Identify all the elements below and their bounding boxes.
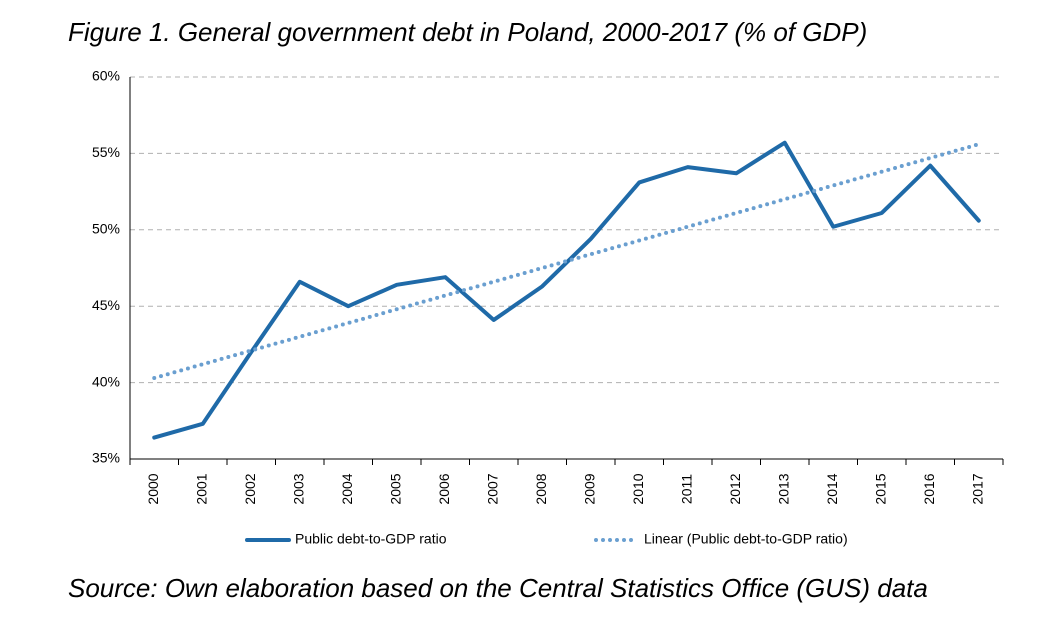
x-tick-label: 2016 xyxy=(921,473,937,504)
x-tick-label: 2010 xyxy=(630,473,646,504)
trend-line xyxy=(152,142,981,381)
data-line xyxy=(152,140,981,440)
x-tick-label: 2001 xyxy=(193,473,209,504)
x-tick-label: 2005 xyxy=(387,473,403,504)
x-tick-label: 2000 xyxy=(145,473,161,504)
x-tick-label: 2008 xyxy=(533,473,549,504)
x-tick-label: 2006 xyxy=(436,473,452,504)
chart-title: Figure 1. General government debt in Pol… xyxy=(68,17,867,47)
x-tick-label: 2013 xyxy=(775,473,791,504)
x-tick-label: 2012 xyxy=(727,473,743,504)
x-tick-label: 2004 xyxy=(339,473,355,504)
y-tick-label: 50% xyxy=(92,221,120,237)
x-tick-label: 2011 xyxy=(678,474,694,504)
x-tick-label: 2003 xyxy=(290,473,306,504)
y-tick-label: 55% xyxy=(92,144,120,160)
x-tick-label: 2007 xyxy=(484,473,500,504)
y-tick-label: 60% xyxy=(92,68,120,84)
x-tick-label: 2017 xyxy=(969,473,985,504)
legend-label: Public debt-to-GDP ratio xyxy=(295,531,447,547)
x-tick-label: 2002 xyxy=(242,473,258,504)
y-tick-label: 40% xyxy=(92,373,120,389)
y-tick-label: 35% xyxy=(92,450,120,466)
source-note: Source: Own elaboration based on the Cen… xyxy=(68,573,928,603)
legend-label: Linear (Public debt-to-GDP ratio) xyxy=(644,531,848,547)
y-tick-label: 45% xyxy=(92,297,120,313)
x-tick-label: 2015 xyxy=(872,473,888,504)
x-tick-label: 2014 xyxy=(824,473,840,504)
x-tick-label: 2009 xyxy=(581,473,597,504)
